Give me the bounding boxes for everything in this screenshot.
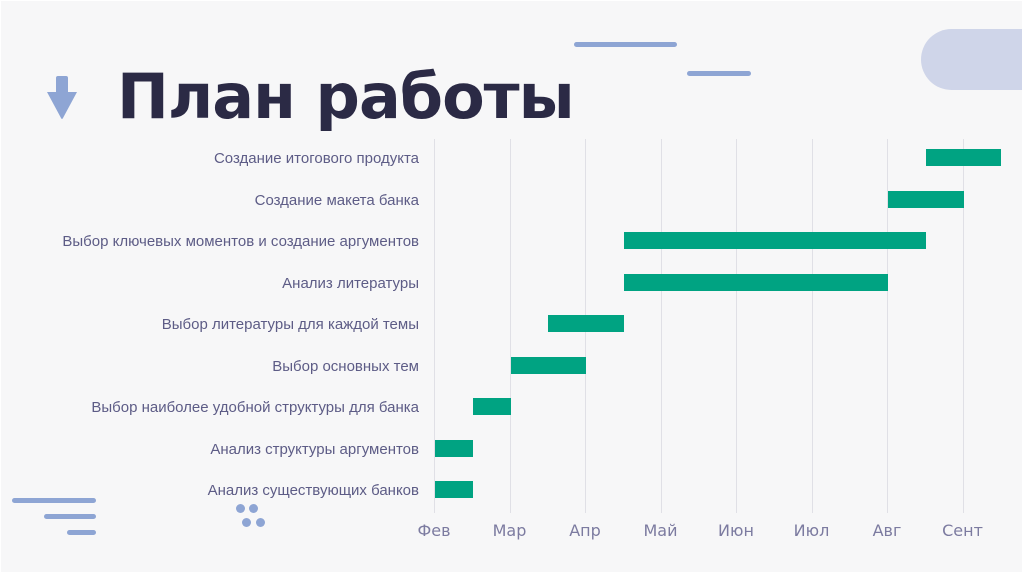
task-bar	[925, 149, 1002, 166]
x-axis-tick-label: Июл	[793, 521, 830, 540]
gridline	[509, 139, 511, 513]
x-axis-tick-label: Май	[643, 521, 678, 540]
decorative-line	[687, 71, 751, 76]
task-bar	[472, 398, 511, 415]
page-title: План работы	[117, 60, 575, 133]
task-label: Выбор ключевых моментов и создание аргум…	[62, 233, 419, 250]
gridline	[962, 139, 964, 513]
task-label: Анализ структуры аргументов	[210, 440, 419, 458]
task-bar	[510, 356, 586, 374]
task-bar	[435, 439, 473, 457]
task-bar	[623, 273, 888, 291]
task-bar	[623, 232, 926, 249]
x-axis-tick-label: Мар	[492, 521, 527, 540]
decorative-line	[574, 42, 677, 47]
decorative-pill	[921, 29, 1022, 90]
decorative-dot	[249, 504, 258, 513]
x-axis-tick-label: Авг	[872, 521, 902, 540]
gridline	[887, 139, 888, 513]
decorative-dot	[242, 518, 251, 527]
task-label: Анализ литературы	[282, 274, 419, 292]
decorative-line	[67, 530, 96, 535]
x-axis-tick-label: Фев	[417, 521, 451, 540]
gridline	[811, 139, 813, 513]
task-label: Выбор литературы для каждой темы	[161, 316, 419, 333]
task-bar	[548, 315, 624, 332]
decorative-line	[12, 498, 96, 503]
task-label: Создание итогового продукта	[213, 150, 419, 167]
decorative-dot	[256, 518, 265, 527]
x-axis-tick-label: Апр	[569, 521, 601, 540]
task-bar	[435, 481, 473, 498]
task-bar	[888, 190, 964, 208]
gridline	[660, 139, 662, 513]
decorative-dot	[236, 504, 245, 513]
gridline	[434, 139, 435, 513]
task-label: Анализ существующих банков	[207, 482, 419, 499]
gridline	[736, 139, 737, 513]
task-label: Выбор основных тем	[272, 357, 419, 375]
decorative-line	[44, 514, 96, 519]
x-axis-tick-label: Сент	[942, 521, 983, 540]
x-axis-tick-label: Июн	[718, 521, 754, 540]
task-label: Создание макета банка	[254, 191, 419, 209]
task-label: Выбор наиболее удобной структуры для бан…	[91, 399, 419, 416]
arrow-down-icon	[47, 76, 77, 119]
